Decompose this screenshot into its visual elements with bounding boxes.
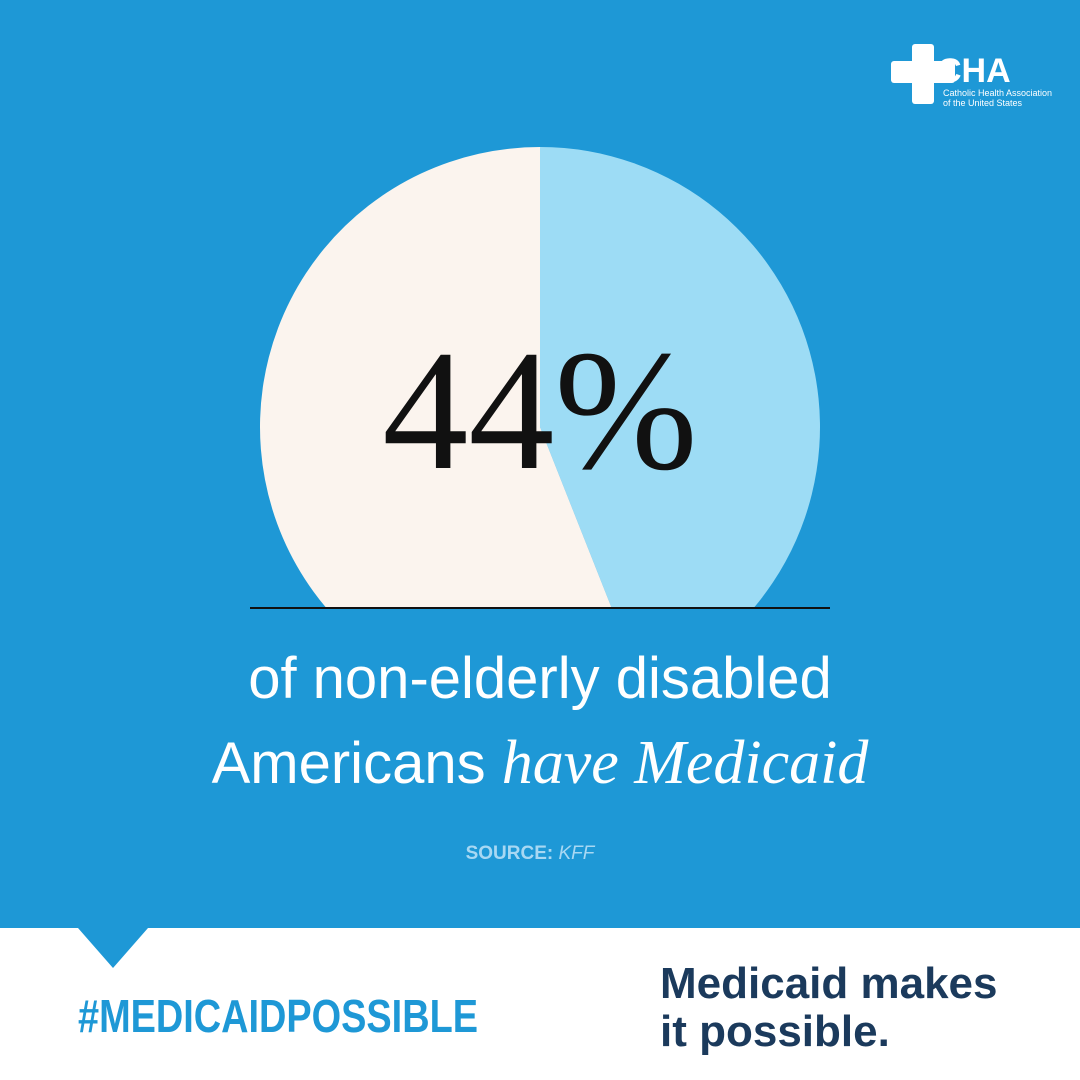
value-label: 44% [382, 316, 697, 506]
logo-line2: of the United States [943, 98, 1023, 108]
logo: CHA Catholic Health Association of the U… [891, 44, 1052, 108]
caption-line2: Americans have Medicaid [212, 729, 870, 797]
logo-line1: Catholic Health Association [943, 88, 1052, 98]
logo-cross-h [891, 61, 955, 83]
caption-italic: have Medicaid [502, 729, 870, 797]
notch [78, 928, 148, 968]
tagline-1: Medicaid makes [660, 959, 998, 1008]
tagline-2: it possible. [660, 1007, 890, 1056]
pie-slice [540, 147, 820, 608]
background-bottom [0, 928, 1080, 1080]
pie-slice [260, 147, 612, 608]
caption-plain: Americans [212, 731, 486, 796]
source-label: SOURCE: [466, 843, 554, 864]
source: SOURCE: KFF [466, 843, 596, 864]
caption-line1: of non-elderly disabled [248, 646, 832, 711]
source-name: KFF [559, 843, 596, 864]
logo-name: CHA [937, 52, 1011, 90]
hashtag: #MEDICAIDPOSSIBLE [78, 990, 478, 1042]
pie [260, 147, 820, 608]
